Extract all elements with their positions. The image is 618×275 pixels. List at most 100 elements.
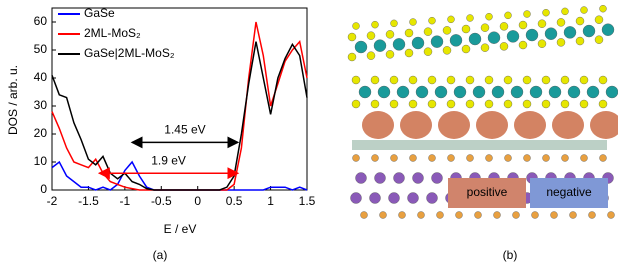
charge-density (362, 111, 394, 139)
atom (350, 192, 362, 204)
atom (542, 154, 550, 162)
atom (518, 40, 528, 50)
atom (575, 36, 585, 46)
atom (465, 99, 475, 109)
atom (408, 75, 418, 85)
atom (370, 75, 380, 85)
atom (390, 154, 398, 162)
atom (352, 22, 360, 30)
panel-caption: (a) (153, 248, 168, 262)
legend-label: 2ML-MoS₂ (84, 26, 141, 40)
atom (371, 20, 379, 29)
atom (404, 48, 414, 58)
atom (370, 99, 380, 109)
y-tick-label: 0 (40, 182, 47, 196)
atom (396, 85, 410, 99)
atom (522, 75, 532, 85)
atom (453, 85, 467, 99)
atom (560, 99, 570, 109)
atom (544, 27, 558, 40)
atom (371, 154, 379, 162)
atom (499, 42, 509, 51)
atom (579, 75, 589, 85)
atom (480, 43, 490, 52)
atom (352, 154, 360, 162)
atom (379, 211, 387, 219)
atom (474, 211, 482, 219)
atom (374, 172, 386, 184)
atom (423, 47, 433, 56)
atom (563, 26, 577, 39)
atomic-structure: positive negative (347, 5, 618, 219)
y-axis-label: DOS / arb. u. (6, 65, 20, 135)
atom (449, 34, 463, 47)
atom (358, 85, 372, 99)
x-axis-label: E / eV (164, 222, 197, 236)
atom (594, 15, 604, 24)
atom (506, 30, 520, 43)
y-tick-label: 10 (34, 154, 48, 168)
atom (525, 28, 539, 42)
y-tick-label: 20 (34, 126, 48, 140)
atom (484, 75, 494, 85)
atom (430, 35, 444, 48)
panel-caption: (b) (503, 248, 518, 262)
gap-label: 1.9 eV (151, 153, 186, 167)
atom (347, 52, 357, 62)
charge-density (476, 111, 508, 139)
atom (455, 211, 463, 219)
atom (588, 211, 596, 219)
charge-layer (352, 140, 607, 150)
atom (377, 85, 391, 99)
atom (485, 154, 493, 162)
atom (385, 30, 395, 39)
atom (398, 211, 406, 219)
atom (537, 19, 547, 28)
atom (354, 40, 368, 54)
atom (447, 154, 455, 162)
atom (493, 211, 501, 219)
y-tick-label: 30 (34, 98, 48, 112)
atom (442, 26, 452, 35)
atom (561, 7, 569, 16)
charge-density (590, 111, 618, 139)
atom (412, 172, 424, 184)
x-tick-label: 1.5 (299, 194, 316, 208)
atom (531, 211, 539, 219)
atom (504, 154, 512, 162)
y-tick-label: 50 (34, 42, 48, 56)
atom (389, 75, 399, 85)
gap-label: 1.45 eV (164, 123, 205, 137)
atom (407, 192, 419, 204)
atom (541, 75, 551, 85)
atom (556, 38, 566, 47)
atom (428, 16, 436, 25)
atom (560, 75, 570, 85)
y-tick-label: 40 (34, 70, 48, 84)
atom (512, 211, 520, 219)
atom (447, 15, 455, 24)
atom (575, 16, 585, 26)
atom (598, 75, 608, 85)
atom (388, 192, 400, 204)
atom (411, 36, 425, 50)
atom (480, 23, 490, 32)
atom (423, 27, 433, 36)
atom (434, 85, 448, 99)
atom (567, 85, 581, 99)
x-tick-label: -2 (47, 194, 58, 208)
atom (373, 39, 387, 52)
atom (351, 99, 361, 109)
legend-label: positive (467, 185, 508, 199)
atom (518, 20, 528, 30)
atom (599, 5, 607, 13)
atom (442, 46, 452, 55)
atom (404, 28, 414, 38)
x-tick-label: 0 (194, 194, 201, 208)
atom (522, 99, 532, 109)
atom (487, 31, 501, 44)
atom (537, 39, 547, 48)
atom (409, 18, 417, 26)
atom (409, 154, 417, 162)
